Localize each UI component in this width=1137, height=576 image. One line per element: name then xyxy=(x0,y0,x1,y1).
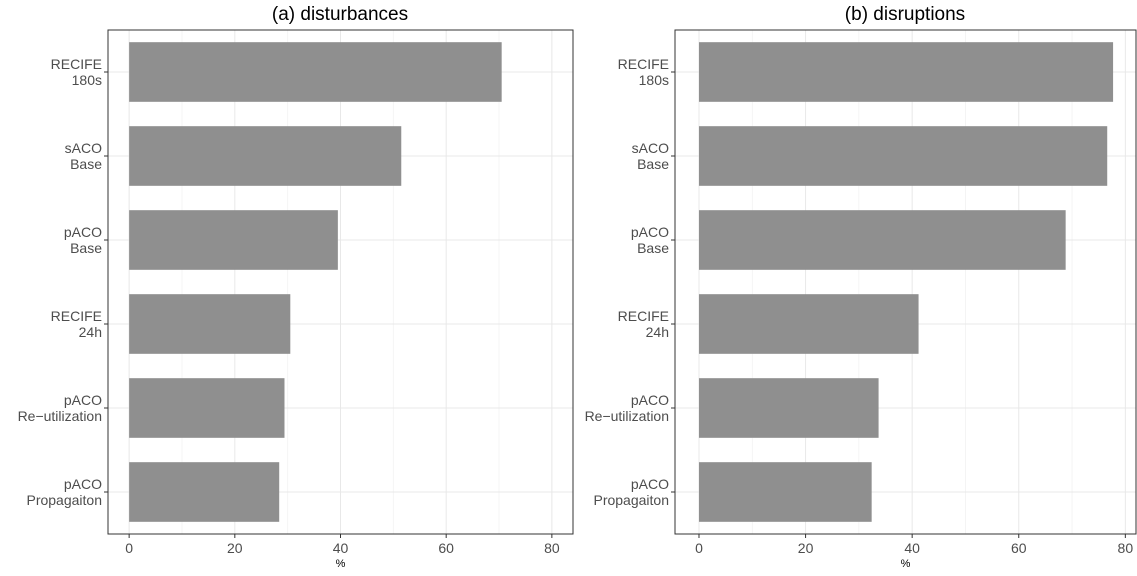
chart-title-0: (a) disturbances xyxy=(272,4,408,25)
category-label-4: pACO Re−utilization xyxy=(585,392,670,424)
bar-4 xyxy=(698,378,879,438)
x-tick-label: 60 xyxy=(438,540,454,556)
x-tick-label: 0 xyxy=(125,540,133,556)
category-label-0: RECIFE 180s xyxy=(618,56,669,88)
bar-0 xyxy=(129,42,502,102)
category-label-line: Base xyxy=(637,240,669,256)
category-label-line: Propagaiton xyxy=(593,492,669,508)
category-label-line: 180s xyxy=(639,72,669,88)
category-label-3: RECIFE 24h xyxy=(618,308,669,340)
category-label-line: Propagaiton xyxy=(26,492,102,508)
category-label-line: RECIFE xyxy=(618,308,669,324)
category-label-line: RECIFE xyxy=(618,56,669,72)
category-label-0: RECIFE 180s xyxy=(51,56,102,88)
x-tick-label: 60 xyxy=(1011,540,1027,556)
x-tick-label: 40 xyxy=(904,540,920,556)
category-label-line: Base xyxy=(70,156,102,172)
category-label-1: sACO Base xyxy=(632,140,670,172)
category-label-2: pACO Base xyxy=(631,224,669,256)
bar-2 xyxy=(698,210,1066,270)
category-label-5: pACO Propagaiton xyxy=(593,476,669,508)
x-axis-title-1: % xyxy=(901,558,911,570)
bar-1 xyxy=(129,126,402,186)
category-label-line: 180s xyxy=(72,72,102,88)
category-label-line: Base xyxy=(70,240,102,256)
category-label-line: pACO xyxy=(64,392,102,408)
x-tick-label: 80 xyxy=(1118,540,1134,556)
bar-3 xyxy=(129,294,291,354)
category-label-line: sACO xyxy=(65,140,102,156)
category-label-line: RECIFE xyxy=(51,308,102,324)
category-label-5: pACO Propagaiton xyxy=(26,476,102,508)
category-label-line: 24h xyxy=(646,324,669,340)
bar-4 xyxy=(129,378,285,438)
category-label-line: sACO xyxy=(632,140,669,156)
category-label-line: Base xyxy=(637,156,669,172)
x-axis-title-0: % xyxy=(336,558,346,570)
bar-1 xyxy=(698,126,1108,186)
category-label-line: pACO xyxy=(631,224,669,240)
bar-5 xyxy=(129,462,280,522)
category-label-line: pACO xyxy=(64,224,102,240)
x-tick-label: 20 xyxy=(798,540,814,556)
category-label-3: RECIFE 24h xyxy=(51,308,102,340)
category-label-line: pACO xyxy=(631,392,669,408)
category-label-line: RECIFE xyxy=(51,56,102,72)
category-label-line: 24h xyxy=(79,324,102,340)
category-label-line: pACO xyxy=(64,476,102,492)
x-tick-label: 20 xyxy=(227,540,243,556)
chart-title-1: (b) disruptions xyxy=(845,4,965,25)
category-label-line: pACO xyxy=(631,476,669,492)
bar-0 xyxy=(698,42,1114,102)
panel-border xyxy=(674,29,1137,535)
category-label-2: pACO Base xyxy=(64,224,102,256)
category-label-line: Re−utilization xyxy=(585,408,669,424)
bar-3 xyxy=(698,294,919,354)
x-tick-label: 40 xyxy=(333,540,349,556)
category-label-4: pACO Re−utilization xyxy=(18,392,103,424)
category-label-1: sACO Base xyxy=(65,140,103,172)
bar-2 xyxy=(129,210,338,270)
x-tick-label: 80 xyxy=(544,540,560,556)
x-tick-label: 0 xyxy=(695,540,703,556)
bar-5 xyxy=(698,462,872,522)
category-label-line: Re−utilization xyxy=(18,408,102,424)
